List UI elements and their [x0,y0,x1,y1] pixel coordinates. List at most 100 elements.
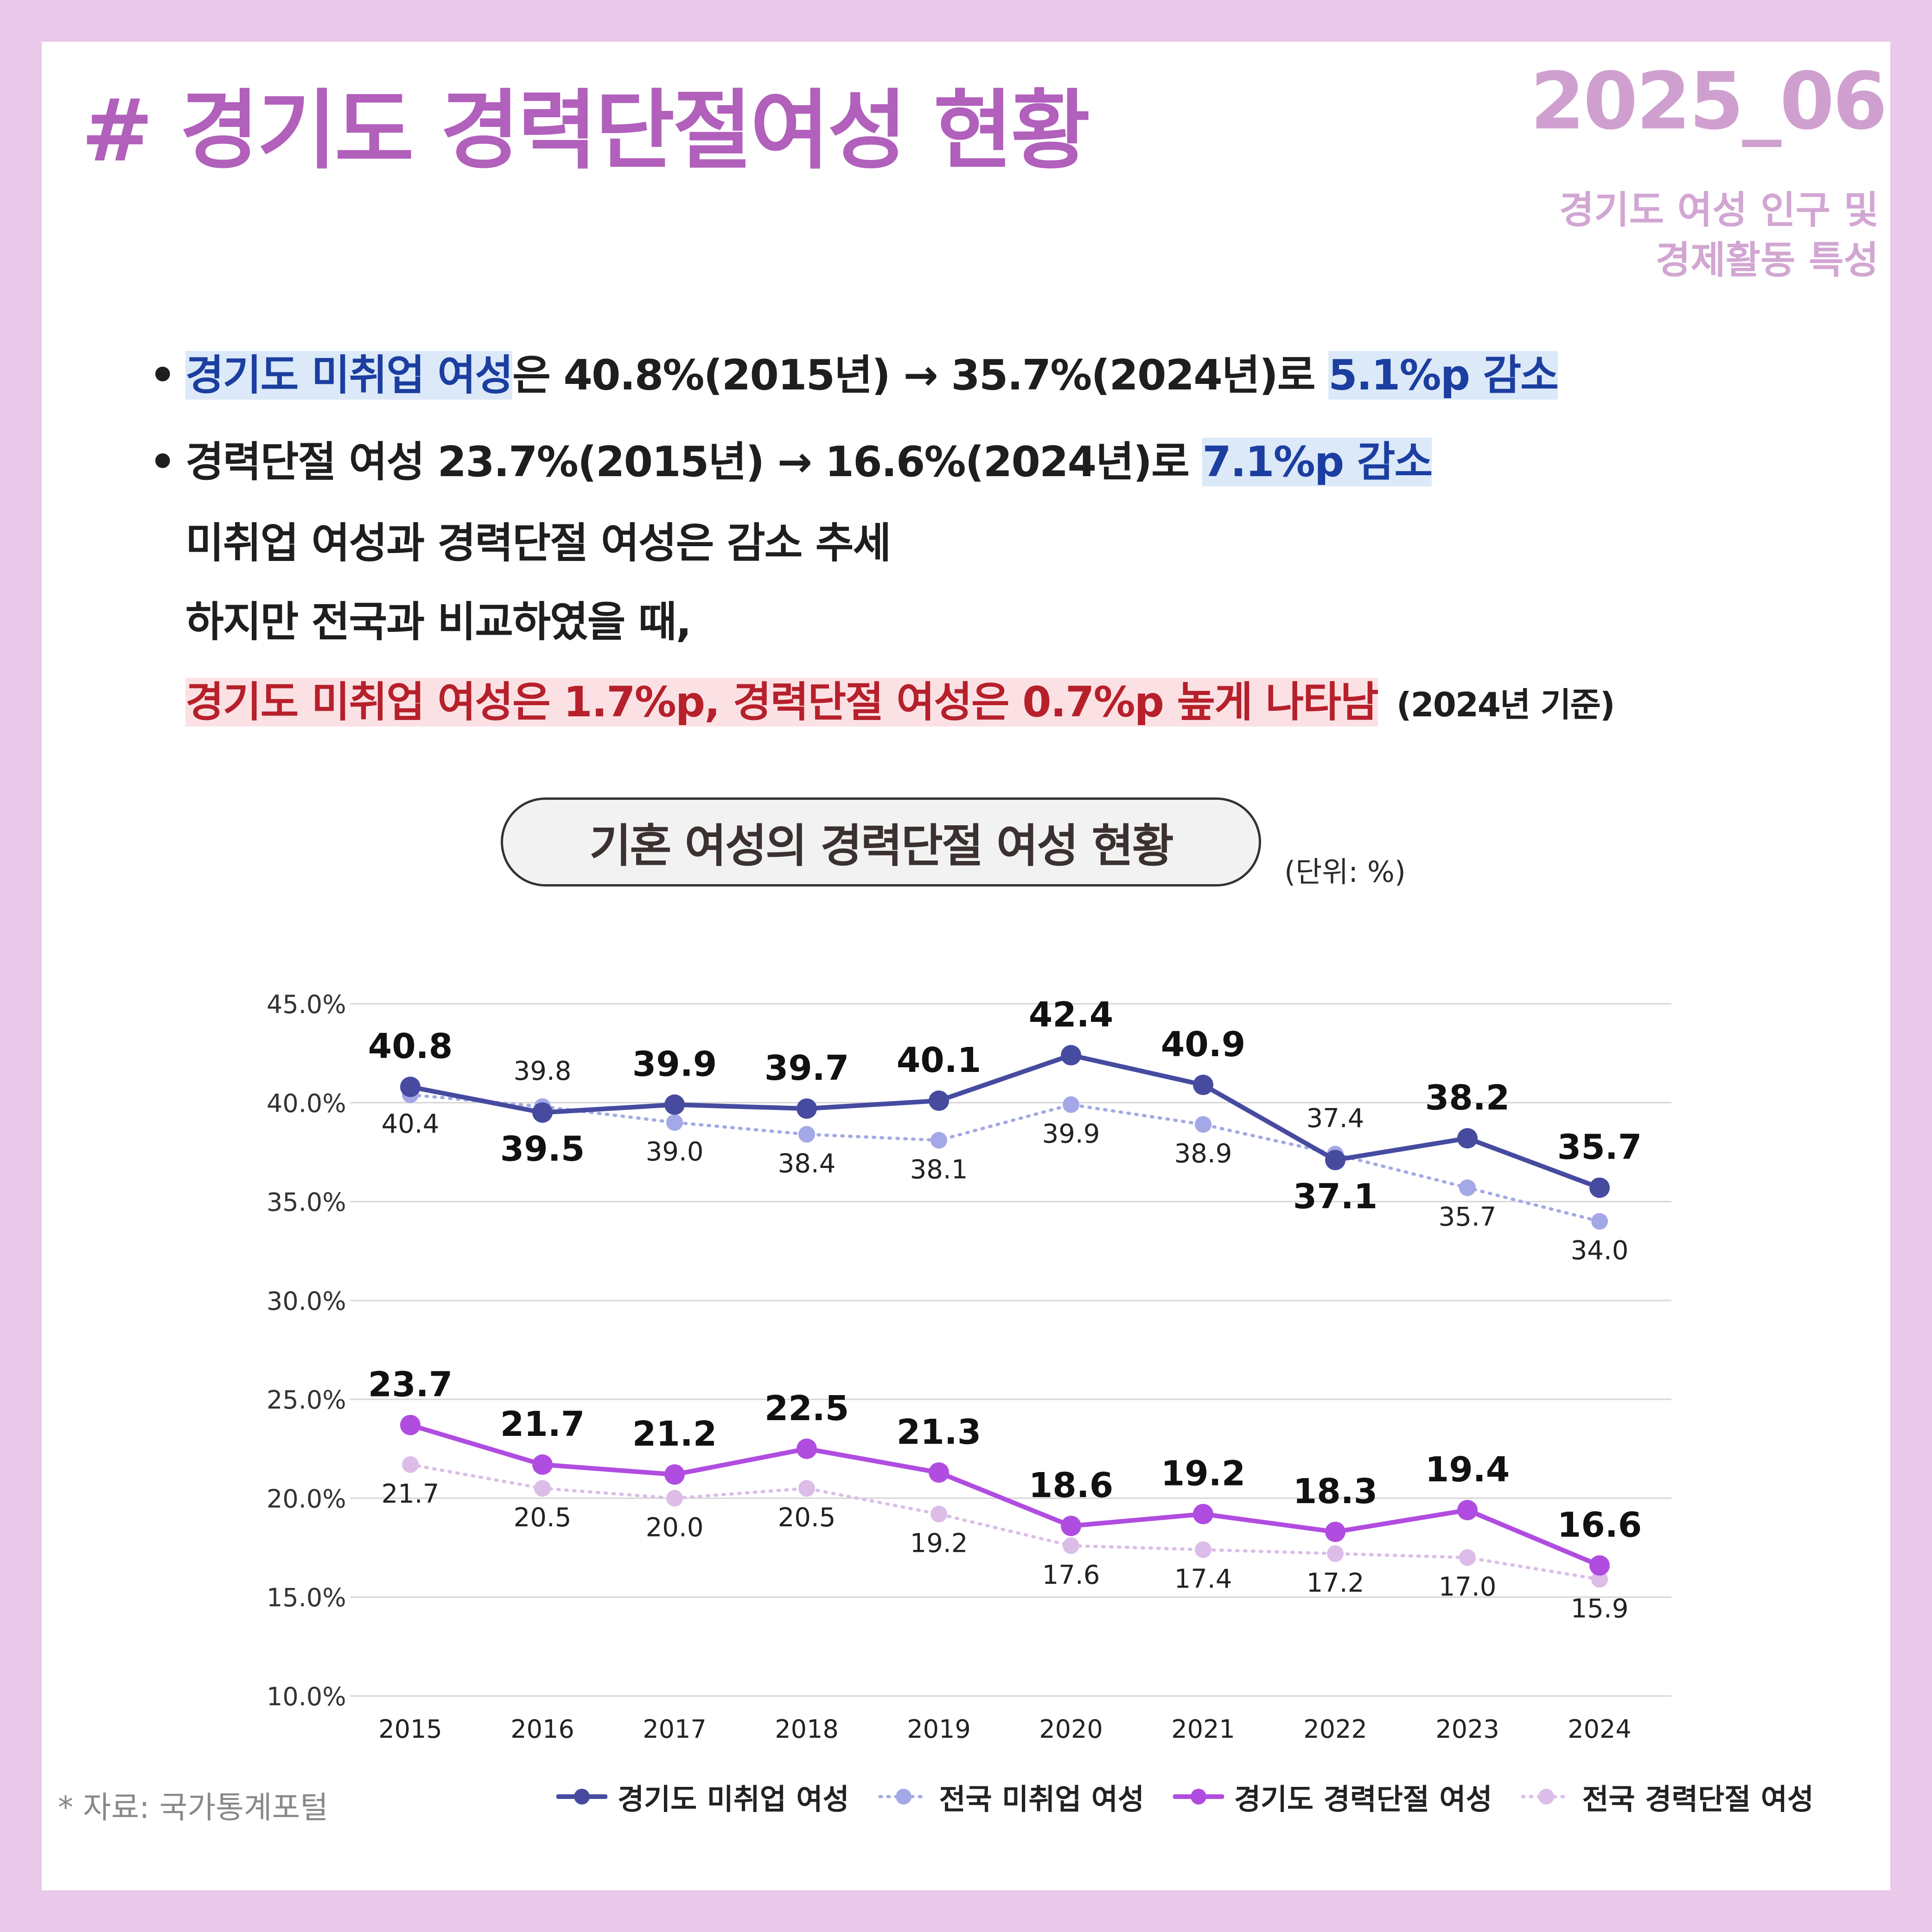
legend-swatch [1521,1789,1572,1804]
data-point [1061,1045,1081,1065]
series-line [408,1052,1602,1190]
y-tick-label: 45.0% [267,990,346,1019]
data-point [1195,1116,1211,1133]
data-point [1063,1537,1079,1554]
legend-label: 경기도 미취업 여성 [618,1782,849,1816]
data-label: 39.9 [632,1045,717,1084]
legend-label: 경기도 경력단절 여성 [1234,1782,1492,1816]
data-label: 39.7 [765,1048,849,1088]
data-point [666,1114,683,1131]
data-point [1195,1541,1211,1558]
chart-title: 기혼 여성의 경력단절 여성 현황 [501,797,1261,886]
data-point [400,1077,421,1097]
data-point [1063,1096,1079,1113]
bullet-dot: • [149,351,176,400]
data-label: 17.2 [1307,1568,1365,1598]
data-point [534,1480,551,1497]
data-label: 21.3 [897,1412,982,1452]
data-label: 37.4 [1307,1103,1365,1134]
x-tick-label: 2019 [907,1715,970,1744]
x-tick-label: 2016 [510,1715,574,1744]
data-label: 15.9 [1571,1594,1629,1624]
data-label: 38.2 [1425,1078,1510,1118]
x-tick-label: 2024 [1568,1715,1631,1744]
series-line [408,1093,1601,1223]
source-note: * 자료: 국가통계포털 [58,1790,328,1825]
x-tick-label: 2015 [378,1715,442,1744]
data-label: 17.6 [1042,1560,1100,1590]
data-label: 38.1 [910,1154,968,1185]
data-label: 23.7 [368,1365,453,1405]
summary-highlight-decrease: 5.1%p 감소 [1328,351,1559,400]
data-label: 40.4 [382,1109,440,1139]
data-label: 21.2 [632,1414,717,1454]
data-label: 34.0 [1571,1236,1629,1266]
data-point [1459,1179,1476,1196]
data-label: 39.5 [500,1129,585,1169]
summary-line-1: • 경기도 미취업 여성은 40.8%(2015년) → 35.7%(2024년)… [149,345,1559,406]
series-line [408,1422,1602,1568]
data-point [1193,1504,1213,1524]
data-point [929,1462,949,1483]
legend-label: 전국 경력단절 여성 [1582,1782,1814,1816]
data-label: 21.7 [500,1404,585,1444]
data-point [797,1438,817,1459]
data-label: 19.2 [910,1529,968,1559]
legend-swatch [1173,1789,1224,1804]
data-point [532,1102,553,1123]
data-label: 35.7 [1439,1202,1497,1232]
data-point [666,1490,683,1507]
data-point [1459,1549,1476,1566]
page-title: # 경기도 경력단절여성 현황 [81,80,1090,181]
data-label: 39.0 [646,1137,704,1167]
data-point [1193,1074,1213,1095]
x-tick-label: 2023 [1435,1715,1499,1744]
issue-subtitle-line1: 경기도 여성 인구 및 [1559,188,1879,232]
data-point [532,1454,553,1475]
data-point [798,1126,815,1143]
issue-subtitle: 경기도 여성 인구 및 경제활동 특성 [1461,185,1879,286]
y-tick-label: 25.0% [267,1385,346,1415]
legend-swatch [878,1789,929,1804]
data-point [1327,1545,1344,1562]
data-point [1589,1177,1610,1198]
data-label: 20.5 [514,1503,572,1533]
summary-basis-note: (2024년 기준) [1396,685,1615,724]
x-tick-label: 2020 [1039,1715,1103,1744]
data-label: 40.8 [368,1027,453,1066]
series-line [408,1463,1601,1581]
y-tick-label: 10.0% [267,1682,346,1711]
data-label: 19.2 [1161,1454,1246,1494]
data-label: 19.4 [1425,1450,1510,1490]
chart-legend: 경기도 미취업 여성 전국 미취업 여성 경기도 경력단절 여성 전국 경력단절 여성 [556,1776,1843,1817]
issue-date: 2025_06 [1530,56,1887,147]
data-label: 40.9 [1161,1025,1246,1065]
x-tick-label: 2017 [643,1715,706,1744]
data-label: 42.4 [1029,995,1114,1035]
legend-item: 경기도 경력단절 여성 [1173,1776,1492,1817]
x-tick-label: 2018 [775,1715,838,1744]
x-tick-label: 2022 [1303,1715,1367,1744]
summary-highlight-comparison: 경기도 미취업 여성은 1.7%p, 경력단절 여성은 0.7%p 높게 나타남 [185,678,1379,727]
data-label: 18.3 [1293,1472,1378,1511]
data-label: 39.9 [1042,1119,1100,1149]
summary-line-5: 경기도 미취업 여성은 1.7%p, 경력단절 여성은 0.7%p 높게 나타남… [185,672,1615,733]
legend-swatch [556,1789,607,1804]
bullet-dot: • [149,438,176,486]
data-point [400,1415,421,1435]
data-point [402,1456,419,1473]
data-point [1591,1213,1608,1230]
data-point [798,1480,815,1497]
data-label: 40.1 [897,1040,982,1080]
data-point [1457,1128,1478,1149]
data-point [1325,1521,1345,1542]
unit-label: (단위: %) [1284,855,1406,889]
data-label: 38.4 [778,1149,836,1179]
data-point [1591,1571,1608,1588]
summary-text: 은 40.8%(2015년) → 35.7%(2024년)로 [512,351,1328,400]
data-label: 21.7 [382,1479,440,1509]
data-label: 20.0 [646,1512,704,1543]
data-label: 17.4 [1174,1564,1232,1594]
data-label: 37.1 [1293,1177,1378,1217]
